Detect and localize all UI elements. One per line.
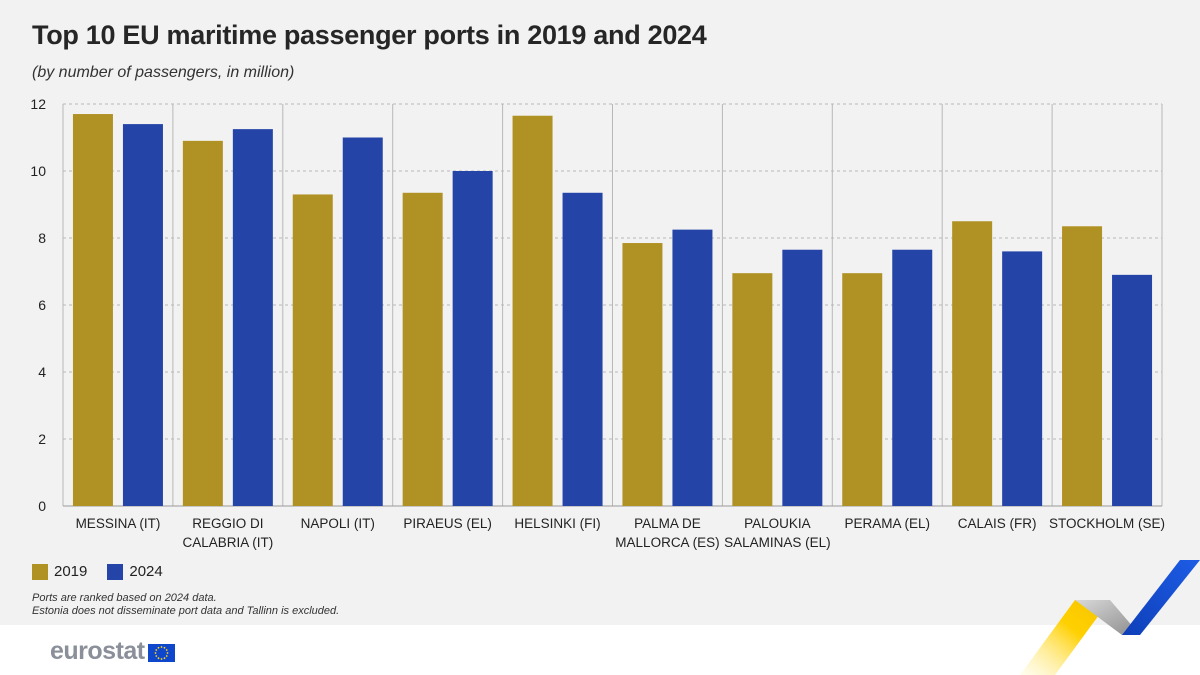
bar-2019-3: [402, 192, 443, 506]
x-tick-label-1: REGGIO DI CALABRIA (IT): [182, 516, 273, 550]
bar-2024-4: [562, 192, 603, 506]
eu-flag-icon: [147, 644, 175, 662]
legend: 2019 2024: [32, 563, 183, 580]
bar-chart: 0 2 4 6 8 10 12 MESSINA (IT) REGGIO DI CALABRIA (…: [30, 96, 1165, 550]
bar-2019-2: [292, 194, 333, 506]
bar-2019-7: [842, 273, 883, 506]
bar-2024-0: [122, 124, 163, 506]
x-tick-label-6: PALOUKIA SALAMINAS (EL): [724, 516, 831, 550]
y-tick-label-0: 0: [38, 498, 46, 514]
bar-2024-3: [452, 171, 493, 506]
chart-title: Top 10 EU maritime passenger ports in 20…: [32, 20, 707, 50]
bar-2019-9: [1062, 226, 1103, 506]
bar-2024-1: [232, 129, 273, 506]
y-tick-label-6: 6: [38, 297, 46, 313]
legend-label-2024: 2024: [129, 563, 163, 580]
x-tick-label-8: CALAIS (FR): [958, 516, 1037, 531]
bar-2019-4: [512, 115, 553, 506]
bar-2019-8: [952, 221, 993, 506]
x-tick-label-0: MESSINA (IT): [76, 516, 161, 531]
x-tick-label-4: HELSINKI (FI): [514, 516, 600, 531]
y-tick-label-8: 8: [38, 230, 46, 246]
decorative-chevron-graphic: [1020, 560, 1200, 675]
logo-text: eurostat: [50, 637, 145, 665]
y-tick-label-4: 4: [38, 364, 46, 380]
chart-subtitle: (by number of passengers, in million): [32, 64, 295, 81]
bar-2024-6: [782, 249, 823, 506]
bar-2024-2: [342, 137, 383, 506]
x-tick-label-3: PIRAEUS (EL): [403, 516, 492, 531]
y-tick-label-10: 10: [30, 163, 46, 179]
bar-2019-6: [732, 273, 773, 506]
x-tick-label-2: NAPOLI (IT): [301, 516, 375, 531]
bar-2024-5: [672, 229, 713, 506]
legend-label-2019: 2019: [54, 563, 88, 580]
x-tick-label-5: PALMA DE MALLORCA (ES): [615, 516, 719, 550]
footnote-ranking: Ports are ranked based on 2024 data.: [32, 592, 217, 604]
x-tick-label-7: PERAMA (EL): [844, 516, 930, 531]
y-tick-label-2: 2: [38, 431, 46, 447]
legend-swatch-2019: [32, 563, 48, 580]
footnotes: Ports are ranked based on 2024 data. Est…: [32, 592, 339, 618]
bar-2024-8: [1002, 251, 1043, 506]
legend-item-2024: 2024: [107, 563, 163, 580]
bar-2019-1: [182, 140, 223, 506]
bar-2024-7: [892, 249, 933, 506]
bar-2019-5: [622, 243, 663, 506]
footnote-estonia: Estonia does not disseminate port data a…: [32, 605, 340, 617]
bar-2024-9: [1112, 274, 1153, 506]
bar-2019-0: [72, 114, 113, 507]
legend-swatch-2024: [107, 563, 124, 580]
eurostat-logo: eurostat: [50, 637, 175, 666]
x-tick-label-9: STOCKHOLM (SE): [1049, 516, 1165, 531]
y-tick-label-12: 12: [30, 96, 46, 112]
legend-item-2019: 2019: [32, 563, 87, 580]
